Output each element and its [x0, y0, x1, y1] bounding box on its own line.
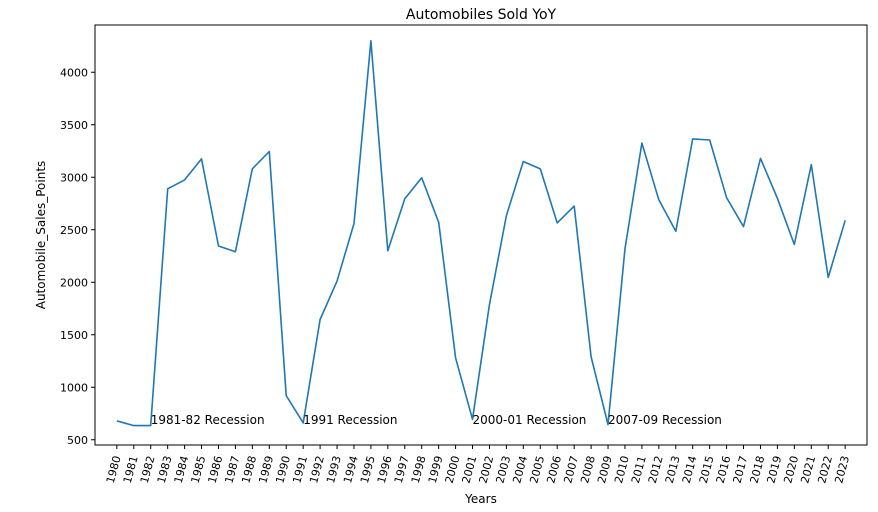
y-tick-label: 2500 — [60, 224, 88, 237]
series-line-layer — [116, 40, 846, 427]
annotations: 1981-82 Recession 1991 Recession 2000-01 R… — [151, 413, 722, 427]
x-axis-label: Years — [464, 492, 497, 506]
recession-annotation: 2000-01 Recession — [473, 413, 587, 427]
y-tick-label: 1500 — [60, 329, 88, 342]
y-tick-label: 2000 — [60, 276, 88, 289]
recession-annotation: 2007-09 Recession — [608, 413, 722, 427]
y-tick-label: 3500 — [60, 119, 88, 132]
chart-title: Automobiles Sold YoY — [406, 7, 557, 23]
x-tick-label: 2023 — [832, 454, 852, 484]
x-axis-ticks: 1980198119821983198419851986198719881989… — [104, 445, 852, 485]
series-line-0 — [116, 40, 846, 427]
y-tick-label: 3000 — [60, 171, 88, 184]
recession-annotation: 1981-82 Recession — [151, 413, 265, 427]
y-tick-label: 4000 — [60, 66, 88, 79]
y-axis-label: Automobile_Sales_Points — [34, 161, 48, 310]
axes-frame — [94, 24, 868, 446]
recession-annotation: 1991 Recession — [303, 413, 397, 427]
y-axis-ticks: 500 1000 1500 2000 2500 3000 3500 4000 — [60, 66, 95, 447]
y-tick-label: 1000 — [60, 381, 88, 394]
y-tick-label: 500 — [67, 434, 88, 447]
